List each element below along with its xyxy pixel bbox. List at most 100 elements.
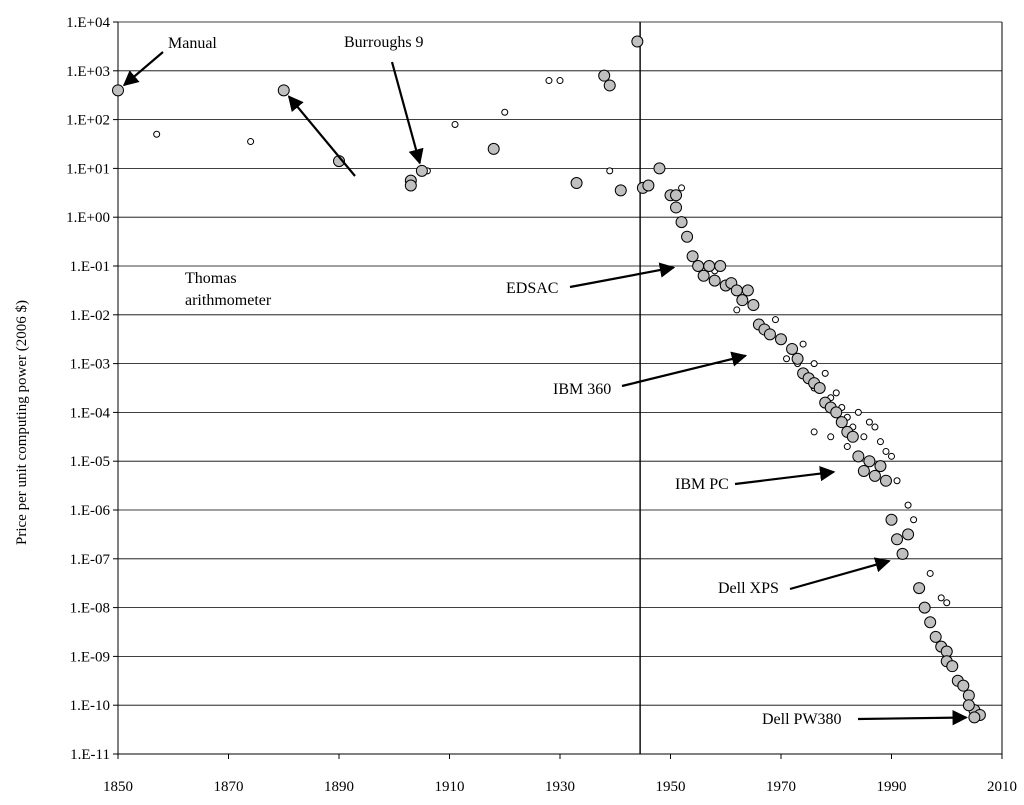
annotation-arrow-ibm-pc <box>734 465 836 486</box>
data-point-large <box>112 84 124 97</box>
annotation-arithmometer: arithmometer <box>185 292 272 309</box>
x-tick-label: 1970 <box>766 779 796 795</box>
data-point-small <box>843 443 851 451</box>
data-point-large <box>863 455 876 468</box>
data-point-large <box>846 430 859 443</box>
data-point-large <box>686 250 699 263</box>
data-point-large <box>924 616 937 629</box>
data-point-large <box>879 474 892 487</box>
annotation-edsac: EDSAC <box>506 280 558 297</box>
data-point-small <box>247 138 255 146</box>
data-point-small <box>451 120 459 128</box>
y-tick-label: 1.E-10 <box>70 698 110 714</box>
y-tick-label: 1.E-05 <box>70 454 110 470</box>
data-point-large <box>835 416 848 429</box>
data-point-small <box>904 501 912 509</box>
data-point-large <box>791 352 804 365</box>
y-tick-label: 1.E-02 <box>70 308 110 324</box>
data-point-large <box>614 184 627 197</box>
data-point-small <box>888 452 895 460</box>
data-point-small <box>882 447 890 455</box>
data-point-large <box>891 533 904 546</box>
data-point-small <box>937 594 945 602</box>
data-point-large <box>968 711 981 724</box>
data-point-large <box>830 406 843 419</box>
data-point-small <box>501 108 509 116</box>
y-tick-label: 1.E-09 <box>70 649 110 665</box>
data-point-large <box>741 284 754 297</box>
data-point-large <box>404 179 417 192</box>
data-point-small <box>545 77 553 85</box>
annotation-dell-xps: Dell XPS <box>718 580 779 597</box>
data-point-large <box>736 294 749 307</box>
data-point-small <box>871 423 879 431</box>
axes: 1.E-11 1.E-10 1.E-09 1.E-08 1.E-07 1.E-06 1.E-… <box>66 15 1017 795</box>
data-point-large <box>962 699 975 712</box>
y-tick-label: 1.E+04 <box>66 15 110 31</box>
data-point-small <box>865 418 873 426</box>
annotation-thomas: Thomas <box>185 270 237 287</box>
data-point-small <box>821 369 829 377</box>
x-tick-label: 1870 <box>214 779 244 795</box>
y-tick-label: 1.E+01 <box>66 161 110 177</box>
data-point-large <box>603 79 616 92</box>
data-point-small <box>783 355 791 363</box>
data-point-small <box>153 130 161 138</box>
data-point-large <box>813 382 826 394</box>
data-point-large <box>642 179 655 192</box>
y-tick-label: 1.E-08 <box>70 601 110 617</box>
x-tick-label: 1910 <box>435 779 465 795</box>
data-point-large <box>730 284 743 297</box>
data-point-large <box>714 260 727 272</box>
annotation-arrow-ibm-360 <box>621 351 748 388</box>
x-tick-label: 1890 <box>324 779 354 795</box>
data-point-large <box>708 274 721 287</box>
data-point-large <box>670 189 683 202</box>
data-point-large <box>763 328 776 341</box>
data-points <box>112 35 986 724</box>
data-point-large <box>913 582 926 595</box>
data-point-large <box>786 342 799 355</box>
data-point-large <box>277 84 290 97</box>
data-point-large <box>946 660 959 673</box>
data-point-large <box>570 177 583 190</box>
x-tick-label: 2010 <box>987 779 1017 795</box>
data-point-large <box>885 513 898 526</box>
annotation-manual: Manual <box>168 35 217 52</box>
y-tick-label: 1.E+00 <box>66 210 110 226</box>
x-tick-label: 1990 <box>877 779 907 795</box>
annotation-arrow-dell-pw380 <box>857 710 968 726</box>
data-point-large <box>747 299 760 312</box>
data-point-large <box>487 142 500 155</box>
data-point-small <box>556 77 564 85</box>
annotation-arrow-burroughs-9 <box>390 61 424 165</box>
data-point-small <box>854 408 862 416</box>
data-point-small <box>771 316 779 324</box>
data-point-large <box>868 469 881 482</box>
annotations: Manual Burroughs 9 Thomas arithmometer EDSAC… <box>122 34 968 728</box>
annotation-ibm-360: IBM 360 <box>553 381 611 398</box>
data-point-small <box>810 428 818 436</box>
annotation-arrow-manual <box>122 51 164 87</box>
data-point-large <box>857 464 870 477</box>
y-axis-label: Price per unit computing power (2006 $) <box>14 300 30 545</box>
data-point-small <box>606 167 614 175</box>
data-point-small <box>893 477 901 485</box>
x-tick-label: 1950 <box>656 779 686 795</box>
data-point-large <box>874 460 887 473</box>
data-point-small <box>810 360 818 368</box>
data-point-large <box>692 260 705 272</box>
data-point-large <box>415 164 428 177</box>
data-point-small <box>832 389 840 397</box>
data-point-small <box>799 340 807 348</box>
annotation-dell-pw380: Dell PW380 <box>762 711 842 728</box>
data-point-large <box>896 547 909 560</box>
data-point-large <box>631 35 644 48</box>
data-point-large <box>918 601 931 614</box>
data-point-large <box>675 216 688 229</box>
y-tick-label: 1.E-01 <box>70 259 110 275</box>
gridlines <box>118 21 1002 755</box>
data-point-large <box>703 260 716 272</box>
data-point-large <box>653 162 666 175</box>
